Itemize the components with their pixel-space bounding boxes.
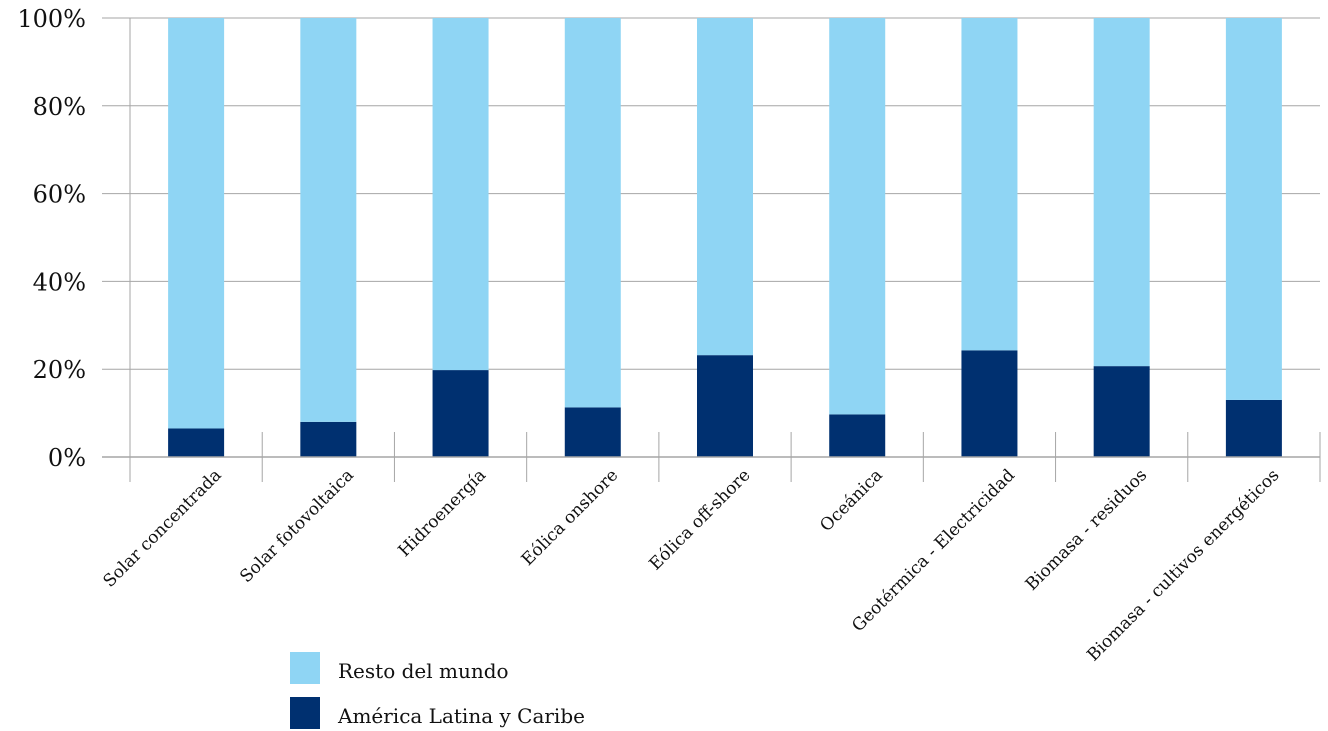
- category-label: Eólica off-shore: [646, 465, 755, 574]
- category-label: Eólica onshore: [518, 465, 623, 570]
- legend-label: Resto del mundo: [338, 659, 509, 683]
- y-tick-label: 60%: [33, 181, 86, 209]
- bar-segment-america-latina-6: [961, 350, 1018, 457]
- bar-segment-resto-del-mundo-1: [300, 18, 357, 422]
- legend-swatch: [290, 652, 320, 684]
- bar-segment-resto-del-mundo-7: [1093, 18, 1150, 367]
- y-tick-label: 0%: [48, 444, 86, 472]
- x-axis-category-labels: Solar concentrada Solar fotovoltaica Hidro…: [100, 465, 1284, 665]
- bar-segment-resto-del-mundo-0: [168, 18, 225, 429]
- bar-segment-america-latina-0: [168, 428, 225, 457]
- legend-swatch: [290, 697, 320, 729]
- bar-segment-america-latina-7: [1093, 366, 1150, 457]
- bar-segment-resto-del-mundo-2: [432, 18, 489, 371]
- bar-segment-america-latina-5: [829, 414, 886, 457]
- bar-segment-resto-del-mundo-4: [697, 18, 753, 356]
- category-label: Solar fotovoltaica: [236, 465, 358, 587]
- bars: [168, 18, 1282, 457]
- bar-segment-resto-del-mundo-3: [564, 18, 621, 408]
- bar-segment-america-latina-3: [564, 407, 621, 457]
- category-label: Biomasa - residuos: [1022, 465, 1151, 594]
- bar-segment-america-latina-2: [432, 370, 489, 457]
- y-tick-label: 20%: [33, 356, 86, 384]
- category-label: Hidroenergía: [395, 465, 491, 561]
- bar-segment-america-latina-1: [300, 421, 357, 457]
- bar-segment-america-latina-8: [1225, 399, 1282, 457]
- bar-segment-resto-del-mundo-8: [1225, 18, 1282, 400]
- y-tick-label: 80%: [33, 93, 86, 121]
- legend: Resto del mundo América Latina y Caribe: [290, 652, 585, 729]
- bar-segment-resto-del-mundo-5: [829, 18, 886, 415]
- category-label: Oceánica: [816, 465, 887, 536]
- x-axis: [102, 432, 1321, 482]
- y-tick-label: 100%: [17, 5, 86, 33]
- bar-segment-resto-del-mundo-6: [961, 18, 1018, 351]
- category-label: Solar concentrada: [100, 465, 226, 591]
- legend-label: América Latina y Caribe: [337, 704, 585, 728]
- bar-segment-america-latina-4: [697, 355, 753, 457]
- y-tick-label: 40%: [33, 268, 86, 296]
- y-axis-tick-labels: 0% 20% 40% 60% 80% 100%: [17, 5, 86, 472]
